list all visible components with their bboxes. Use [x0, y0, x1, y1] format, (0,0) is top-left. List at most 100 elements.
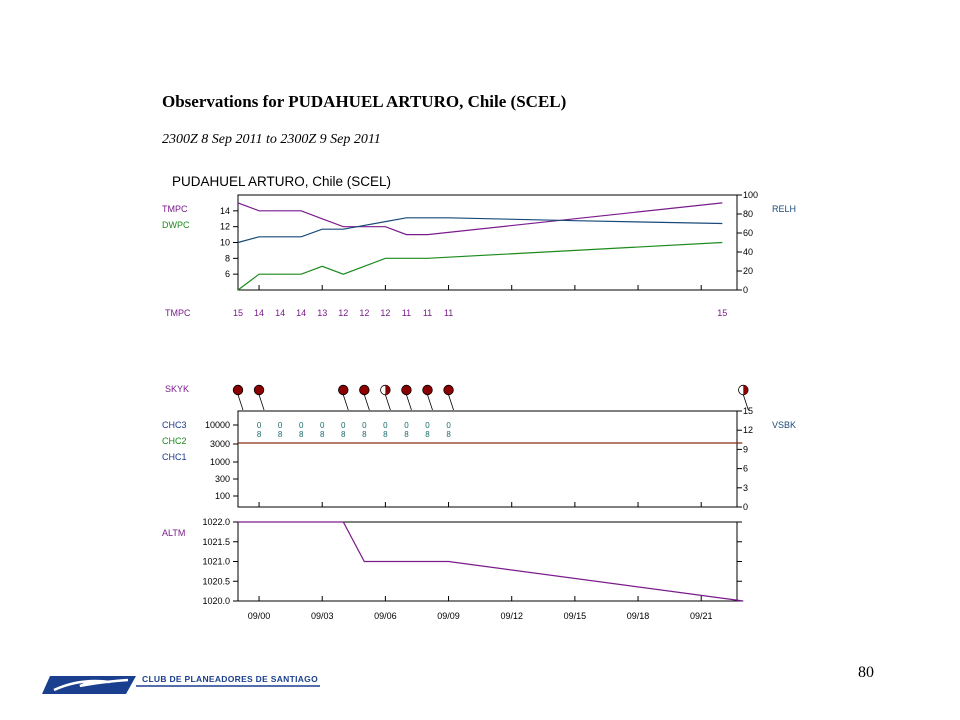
cloud-code-lower-2: 8	[299, 430, 304, 439]
temperature-panel-title: PUDAHUEL ARTURO, Chile (SCEL)	[172, 174, 391, 189]
skyk-half-fill-4	[385, 385, 391, 395]
skyk-symbol-5	[401, 384, 412, 411]
temp-axis-label-3: 12	[220, 222, 230, 232]
vsbk-axis-label-1: 3	[743, 483, 748, 493]
tmpc-row-value-10: 11	[444, 308, 453, 318]
relh-axis-label-3: 60	[743, 228, 753, 238]
altm-axis-label-3: 1021.5	[202, 537, 230, 547]
page-number: 80	[858, 664, 874, 681]
tmpc-legend: TMPC	[162, 204, 188, 214]
tmpc-row-value-1: 14	[254, 308, 264, 318]
time-axis-label-1: 09/03	[311, 611, 334, 621]
cloud-legend-chc1: CHC1	[162, 452, 187, 462]
vsbk-axis-title: VSBK	[772, 420, 796, 430]
skyk-circle-7	[443, 384, 454, 396]
cloud-axis-label-4: 100	[215, 491, 230, 501]
cloud-axis-label-0: 10000	[205, 420, 230, 430]
vsbk-axis-label-4: 12	[743, 425, 753, 435]
relh-axis-label-4: 80	[743, 209, 753, 219]
cloud-axis-label-1: 3000	[210, 439, 230, 449]
cloud-legend-chc2: CHC2	[162, 436, 187, 446]
cloud-code-upper-3: 0	[320, 421, 325, 430]
altm-axis-label-2: 1021.0	[202, 557, 230, 567]
time-axis-label-7: 09/21	[690, 611, 713, 621]
relh-axis-label-0: 0	[743, 285, 748, 295]
relh-axis-label-5: 100	[743, 190, 758, 200]
skyk-symbol-6	[422, 384, 433, 411]
cloud-axis-label-2: 1000	[210, 457, 230, 467]
temp-axis-label-4: 14	[220, 206, 230, 216]
skyk-symbol-7	[443, 384, 454, 411]
skyk-wind-barb-1	[258, 394, 265, 411]
tmpc-row-value-5: 12	[338, 308, 348, 318]
skyk-wind-barb-3	[363, 394, 370, 411]
cloud-code-lower-8: 8	[425, 430, 430, 439]
cloud-code-lower-5: 8	[362, 430, 367, 439]
tmpc-row-value-3: 14	[296, 308, 306, 318]
skyk-symbol-4	[380, 384, 391, 411]
skyk-symbol-0	[232, 384, 244, 411]
altm-axis-label-4: 1022.0	[202, 517, 230, 527]
vsbk-axis-label-3: 9	[743, 444, 748, 454]
skyk-symbol-3	[359, 384, 370, 411]
time-axis-label-4: 09/12	[500, 611, 523, 621]
document-title: Observations for PUDAHUEL ARTURO, Chile …	[162, 92, 567, 111]
dwpc-legend: DWPC	[162, 220, 190, 230]
time-axis-label-2: 09/06	[374, 611, 397, 621]
cloud-code-upper-1: 0	[278, 421, 283, 430]
tmpc-row-value-9: 11	[423, 308, 432, 318]
skyk-circle-2	[338, 384, 349, 396]
skyk-symbol-2	[338, 384, 349, 411]
tmpc-row-value-8: 11	[402, 308, 411, 318]
skyk-circle-1	[253, 384, 265, 396]
tmpc-row-value-11: 15	[717, 308, 727, 318]
altm-legend: ALTM	[162, 528, 185, 538]
tmpc-row-value-4: 13	[317, 308, 327, 318]
cloud-visibility-panel-frame	[237, 410, 738, 508]
relh-axis-label-2: 40	[743, 247, 753, 257]
cloud-legend-chc3: CHC3	[162, 420, 187, 430]
skyk-circle-3	[359, 384, 370, 396]
logo-text: CLUB DE PLANEADORES DE SANTIAGO	[142, 674, 319, 684]
tmpc-row-label: TMPC	[165, 308, 191, 318]
cloud-code-lower-4: 8	[341, 430, 346, 439]
cloud-code-lower-0: 8	[257, 430, 262, 439]
vsbk-axis-label-2: 6	[743, 464, 748, 474]
cloud-code-lower-1: 8	[278, 430, 283, 439]
cloud-code-upper-4: 0	[341, 421, 346, 430]
tmpc-row-value-2: 14	[275, 308, 285, 318]
series-line-dwpc	[237, 241, 723, 291]
altm-axis-label-0: 1020.0	[202, 596, 230, 606]
cloud-code-lower-6: 8	[383, 430, 388, 439]
cloud-code-lower-9: 8	[446, 430, 451, 439]
skyk-wind-barb-5	[406, 394, 412, 411]
temp-axis-label-2: 10	[220, 238, 230, 248]
skyk-wind-barb-6	[427, 394, 433, 411]
skyk-wind-barb-8	[742, 394, 749, 411]
relh-axis-label-1: 20	[743, 266, 753, 276]
cloud-code-upper-6: 0	[383, 421, 388, 430]
vsbk-axis-label-0: 0	[743, 502, 748, 512]
tmpc-row-value-6: 12	[359, 308, 369, 318]
cloud-code-upper-8: 0	[425, 421, 430, 430]
series-line-altm	[238, 521, 744, 602]
skyk-wind-barb-4	[385, 394, 391, 411]
skyk-half-fill-8	[743, 385, 749, 395]
skyk-circle-5	[401, 384, 412, 396]
document-subtitle: 2300Z 8 Sep 2011 to 2300Z 9 Sep 2011	[162, 132, 381, 147]
skyk-circle-0	[232, 384, 244, 396]
club-logo: CLUB DE PLANEADORES DE SANTIAGO	[40, 668, 340, 700]
skyk-wind-barb-0	[237, 394, 244, 411]
tmpc-row-value-7: 12	[380, 308, 390, 318]
series-line-relh	[237, 217, 723, 244]
time-axis-label-0: 09/00	[248, 611, 271, 621]
cloud-axis-label-3: 300	[215, 474, 230, 484]
cloud-code-upper-0: 0	[257, 421, 262, 430]
cloud-code-lower-3: 8	[320, 430, 325, 439]
relh-axis-title: RELH	[772, 204, 796, 214]
tmpc-row-value-0: 15	[233, 308, 243, 318]
cloud-code-upper-5: 0	[362, 421, 367, 430]
skyk-symbol-8	[738, 384, 749, 411]
temp-axis-label-0: 6	[225, 269, 230, 279]
skyk-circle-6	[422, 384, 433, 396]
